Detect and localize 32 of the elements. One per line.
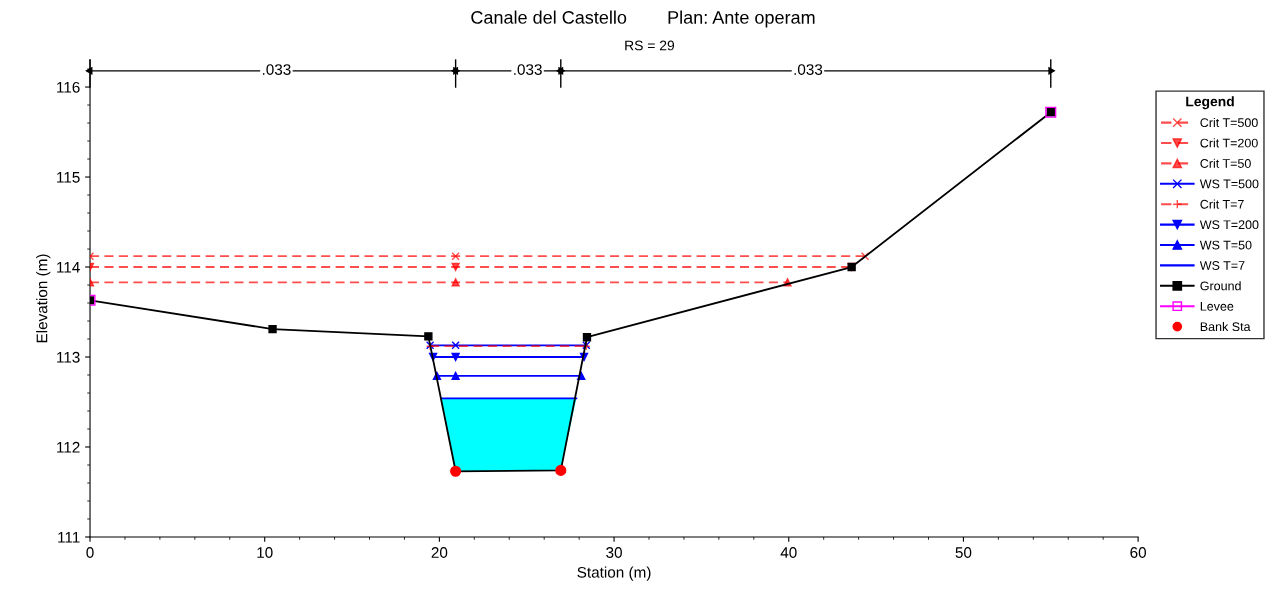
legend-title: Legend — [1186, 96, 1234, 110]
annotation: .033 — [262, 64, 291, 75]
legend-label: Crit T=200 — [1200, 138, 1258, 148]
legend-label: WS T=200 — [1199, 220, 1259, 230]
legend-label: Crit T=500 — [1200, 117, 1258, 128]
x-tick-label: 60 — [1130, 547, 1147, 558]
y-tick-label: 113 — [57, 351, 80, 363]
y-tick-label: 116 — [57, 81, 80, 93]
x-tick-label: 20 — [431, 547, 448, 558]
x-axis-title: Station (m) — [577, 566, 651, 581]
legend-label: Ground — [1200, 281, 1241, 291]
legend-label: WS T=7 — [1199, 261, 1245, 270]
y-axis-title: Elevation (m) — [36, 254, 51, 343]
y-tick-label: 112 — [57, 441, 80, 453]
legend-label: Crit T=50 — [1200, 158, 1251, 168]
legend-label: Levee — [1200, 301, 1234, 311]
x-tick-label: 30 — [606, 547, 622, 558]
y-tick-label: 111 — [58, 532, 80, 543]
y-tick-label: 115 — [57, 172, 80, 183]
annotation: .033 — [794, 64, 823, 75]
x-tick-label: 10 — [257, 547, 273, 558]
x-tick-label: 40 — [780, 547, 797, 558]
y-tick-label: 114 — [57, 262, 80, 273]
chart-title: Canale del Castello Plan: Ante operam — [471, 10, 815, 28]
legend-label: Crit T=7 — [1200, 199, 1244, 209]
x-tick-label: 0 — [86, 547, 94, 558]
annotation: .033 — [514, 64, 542, 75]
x-tick-label: 50 — [955, 547, 972, 558]
chart-subtitle: RS = 29 — [625, 40, 675, 51]
legend-label: WS T=50 — [1199, 240, 1252, 250]
legend-label: Bank Sta — [1200, 321, 1251, 332]
legend-label: WS T=500 — [1199, 179, 1259, 189]
